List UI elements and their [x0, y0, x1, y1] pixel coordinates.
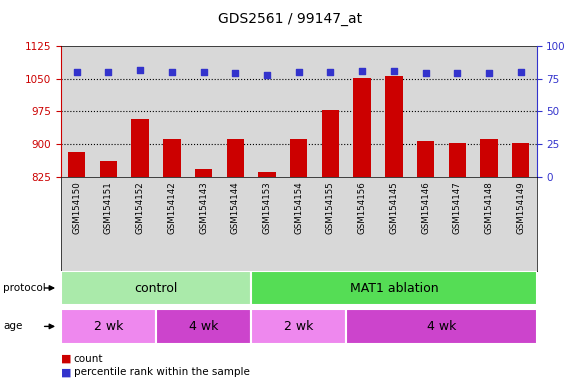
- Text: 2 wk: 2 wk: [94, 320, 123, 333]
- Point: [262, 72, 271, 78]
- Bar: [258, 172, 276, 384]
- Point: [484, 70, 494, 76]
- Bar: [448, 143, 466, 384]
- Text: GSM154155: GSM154155: [326, 181, 335, 234]
- Text: ■: ■: [61, 367, 71, 377]
- Bar: [251, 309, 346, 344]
- Point: [389, 68, 398, 74]
- Point: [516, 69, 525, 75]
- Text: age: age: [3, 321, 22, 331]
- Bar: [61, 309, 156, 344]
- Text: GSM154144: GSM154144: [231, 181, 240, 234]
- Bar: [290, 139, 307, 384]
- Bar: [100, 161, 117, 384]
- Point: [104, 69, 113, 75]
- Point: [357, 68, 367, 74]
- Text: 4 wk: 4 wk: [189, 320, 218, 333]
- Text: GSM154151: GSM154151: [104, 181, 113, 234]
- Text: GSM154146: GSM154146: [421, 181, 430, 234]
- Text: GSM154156: GSM154156: [358, 181, 367, 234]
- Text: percentile rank within the sample: percentile rank within the sample: [74, 367, 249, 377]
- Bar: [156, 309, 251, 344]
- Text: GSM154153: GSM154153: [263, 181, 271, 234]
- Point: [72, 69, 81, 75]
- Text: GSM154142: GSM154142: [168, 181, 176, 234]
- Bar: [322, 110, 339, 384]
- Text: MAT1 ablation: MAT1 ablation: [350, 281, 438, 295]
- Text: GSM154152: GSM154152: [136, 181, 144, 234]
- Point: [231, 70, 240, 76]
- Text: ■: ■: [61, 354, 71, 364]
- Bar: [417, 141, 434, 384]
- Bar: [61, 271, 251, 305]
- Text: control: control: [135, 281, 177, 295]
- Bar: [227, 139, 244, 384]
- Bar: [480, 139, 498, 384]
- Text: GDS2561 / 99147_at: GDS2561 / 99147_at: [218, 12, 362, 26]
- Bar: [385, 76, 403, 384]
- Point: [421, 70, 430, 76]
- Bar: [132, 119, 149, 384]
- Point: [167, 69, 176, 75]
- Bar: [353, 78, 371, 384]
- Bar: [195, 169, 212, 384]
- Bar: [68, 152, 85, 384]
- Text: GSM154148: GSM154148: [484, 181, 494, 234]
- Text: GSM154150: GSM154150: [72, 181, 81, 234]
- Bar: [512, 143, 530, 384]
- Text: protocol: protocol: [3, 283, 46, 293]
- Text: GSM154147: GSM154147: [453, 181, 462, 234]
- Text: GSM154145: GSM154145: [389, 181, 398, 234]
- Text: GSM154149: GSM154149: [516, 181, 525, 234]
- Point: [326, 69, 335, 75]
- Point: [452, 70, 462, 76]
- Point: [136, 66, 145, 73]
- Text: count: count: [74, 354, 103, 364]
- Point: [199, 69, 208, 75]
- Text: 4 wk: 4 wk: [427, 320, 456, 333]
- Point: [294, 69, 303, 75]
- Bar: [346, 309, 536, 344]
- Bar: [251, 271, 536, 305]
- Bar: [163, 139, 180, 384]
- Text: GSM154154: GSM154154: [294, 181, 303, 234]
- Text: 2 wk: 2 wk: [284, 320, 313, 333]
- Text: GSM154143: GSM154143: [199, 181, 208, 234]
